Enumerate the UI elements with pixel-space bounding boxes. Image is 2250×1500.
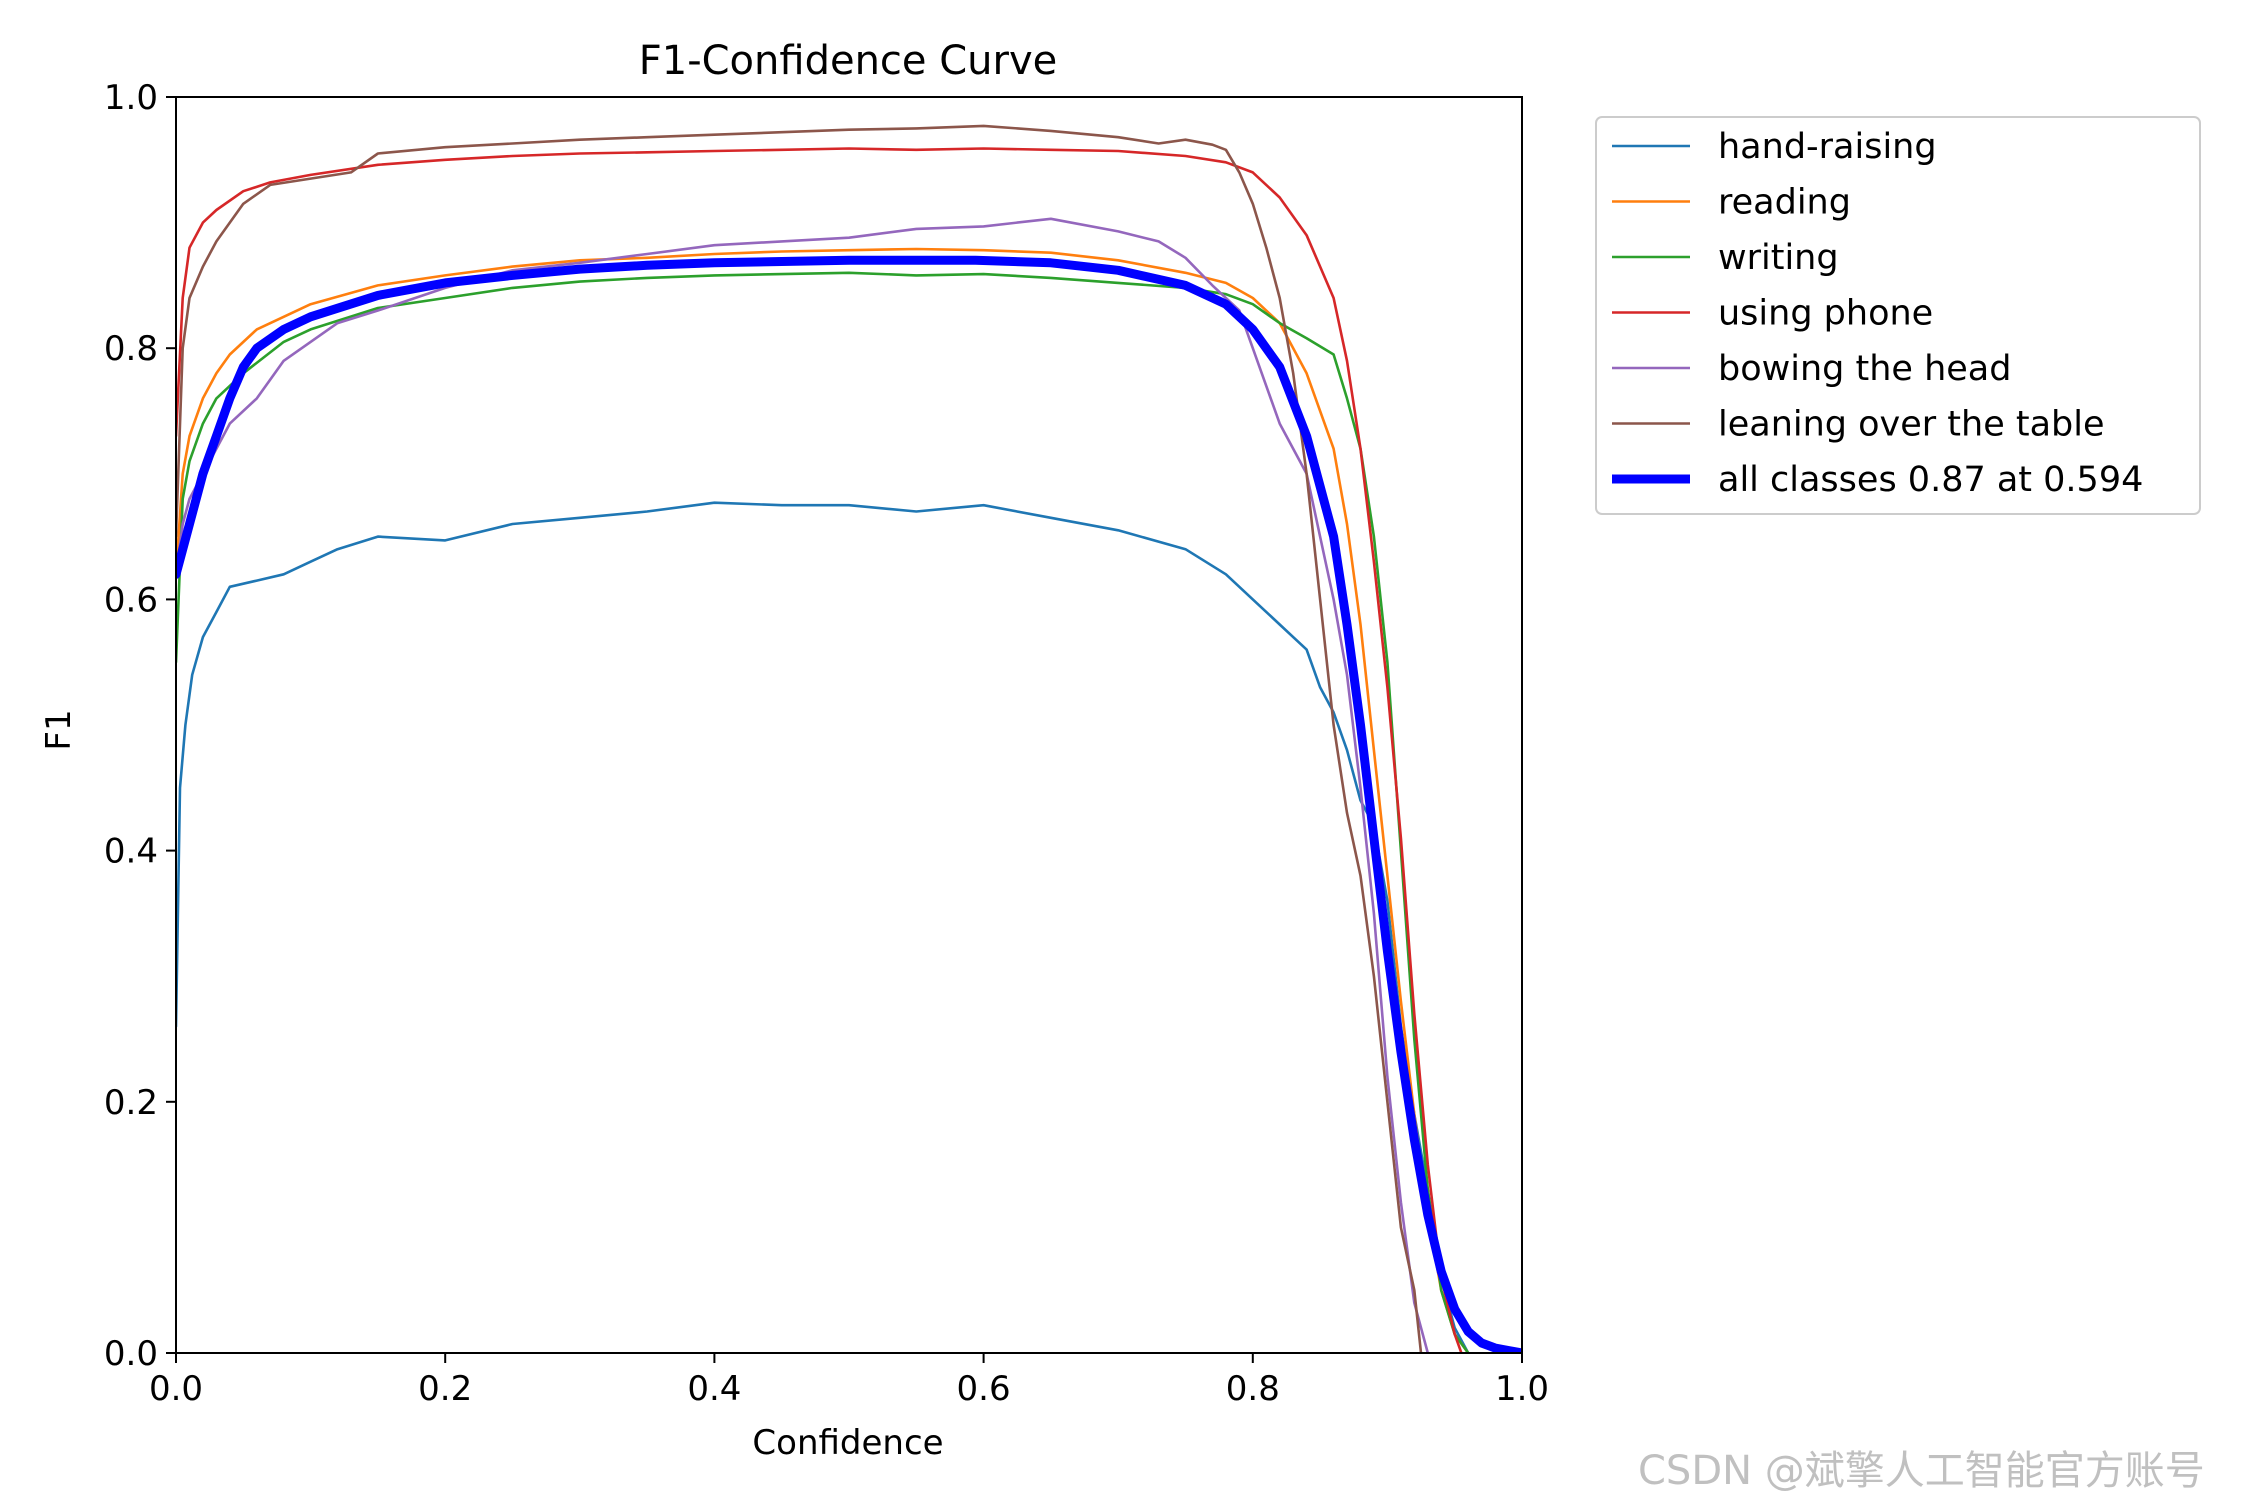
legend-label-all-classes-0-87-at-0-594: all classes 0.87 at 0.594	[1718, 460, 2143, 500]
legend-label-using-phone: using phone	[1718, 294, 1933, 334]
legend-label-reading: reading	[1718, 183, 1851, 223]
x-tick-label: 0.8	[1226, 1369, 1280, 1409]
series-line-all-classes-0-87-at-0-594	[176, 255, 1522, 1353]
y-tick-label: 0.2	[104, 1083, 158, 1123]
y-tick-label: 0.0	[104, 1334, 158, 1374]
chart-title: F1-Confidence Curve	[639, 38, 1058, 84]
legend-label-hand-raising: hand-raising	[1718, 127, 1937, 167]
series-layer	[176, 124, 1522, 1353]
legend-label-bowing-the-head: bowing the head	[1718, 349, 2011, 389]
legend: hand-raising reading writing using phone bow…	[1595, 116, 2201, 515]
x-tick-label: 0.6	[957, 1369, 1011, 1409]
y-tick-label: 0.4	[104, 832, 158, 872]
legend-label-leaning-over-the-table: leaning over the table	[1718, 405, 2105, 445]
series-line-reading	[176, 247, 1470, 1353]
watermark: CSDN @斌擎人工智能官方账号	[1638, 1448, 2205, 1494]
x-tick-label: 0.4	[687, 1369, 741, 1409]
series-line-writing	[176, 271, 1470, 1353]
series-line-leaning-over-the-table	[176, 124, 1423, 1353]
series-line-bowing-the-head	[176, 217, 1430, 1353]
y-tick-label: 0.8	[104, 329, 158, 369]
legend-frame	[1595, 116, 2201, 515]
x-tick-label: 1.0	[1495, 1369, 1549, 1409]
series-line-using-phone	[176, 147, 1463, 1353]
ticks-layer: 0.0 0.2 0.4 0.6 0.8 1.0 0.0 0.2 0.4 0.6 0.8 1.0	[104, 78, 1549, 1409]
x-tick-label: 0.0	[149, 1369, 203, 1409]
plot-frame	[175, 96, 1523, 1354]
x-axis-label: Confidence	[752, 1423, 943, 1463]
legend-label-writing: writing	[1718, 238, 1839, 278]
x-tick-label: 0.2	[418, 1369, 472, 1409]
y-axis-label: F1	[39, 709, 79, 750]
y-tick-label: 1.0	[104, 78, 158, 118]
y-tick-label: 0.6	[104, 580, 158, 620]
